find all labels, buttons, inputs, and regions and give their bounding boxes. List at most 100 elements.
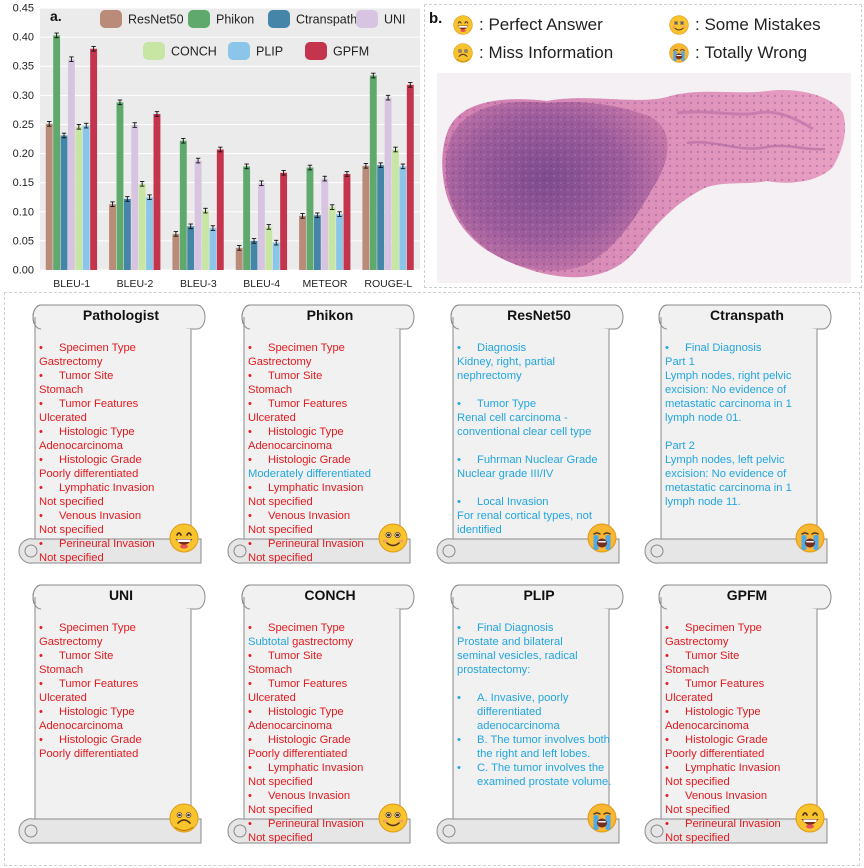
- text-line: Not specified: [39, 496, 104, 508]
- bar: [369, 75, 377, 270]
- woozy-face-icon: [669, 15, 689, 35]
- legend-swatch: [143, 42, 165, 60]
- bar: [336, 214, 343, 270]
- report-card-pathologist: Pathologist • Specimen Type Gastrectomy • Tum…: [11, 297, 207, 567]
- slide-panel: b. : Perfect Answer : Some Mistakes : Mi…: [424, 4, 862, 288]
- bar: [209, 228, 217, 270]
- legend-label: CONCH: [171, 45, 217, 59]
- bullet-item: • Tumor Features: [665, 678, 765, 690]
- text-line: Gastrectomy: [248, 356, 312, 368]
- bar: [235, 247, 243, 270]
- bullet-item: • Venous Invasion: [39, 510, 142, 522]
- card-body: • Specimen Type Gastrectomy • Tumor Site Stom…: [665, 621, 821, 845]
- bar: [202, 210, 209, 270]
- bar: [377, 165, 385, 270]
- text-line: adenocarcinoma: [477, 720, 560, 732]
- text-line: Not specified: [248, 496, 313, 508]
- y-tick-label: 0.10: [13, 206, 34, 218]
- card-title: PLIP: [523, 587, 555, 603]
- bar: [179, 140, 187, 270]
- text-line: Part 2: [665, 440, 695, 452]
- text-line: Not specified: [665, 776, 730, 788]
- bar: [313, 215, 321, 270]
- text-line: Not specified: [39, 524, 104, 536]
- bar: [53, 35, 61, 271]
- x-tick-label: BLEU-1: [53, 278, 90, 290]
- text-line: lymph node 11.: [665, 496, 741, 508]
- legend-swatch: [305, 42, 327, 60]
- legend-miss: : Miss Information: [453, 43, 613, 63]
- bullet-item: • Specimen Type: [39, 342, 136, 354]
- bullet-item: • Tumor Site: [248, 650, 323, 662]
- text-line: Adenocarcinoma: [39, 720, 123, 732]
- legend-swatch: [188, 10, 210, 28]
- bullet-item: • Final Diagnosis: [665, 342, 762, 354]
- bullet-item: • Tumor Features: [248, 678, 348, 690]
- legend-label: ResNet50: [128, 13, 184, 27]
- bullet-item: • Tumor Features: [248, 398, 348, 410]
- text-line: Stomach: [39, 664, 84, 676]
- legend-perfect-label: Perfect Answer: [488, 15, 603, 34]
- x-tick-label: BLEU-2: [117, 278, 154, 290]
- card-title: Ctranspath: [710, 307, 784, 323]
- bar: [280, 172, 288, 270]
- card-title: UNI: [108, 587, 134, 603]
- bar: [45, 123, 53, 271]
- bullet-item: • Perineural Invasion: [248, 818, 364, 830]
- y-tick-label: 0.35: [13, 61, 34, 73]
- y-tick-label: 0.30: [13, 90, 34, 102]
- y-tick-label: 0.00: [13, 265, 34, 277]
- text-line: Ulcerated: [39, 412, 87, 424]
- legend-miss-label: Miss Information: [488, 43, 614, 62]
- bar: [67, 59, 75, 271]
- crying-face-icon: [795, 523, 825, 553]
- x-tick-label: ROUGE-L: [364, 278, 412, 290]
- text-line: the right and left lobes.: [477, 748, 591, 760]
- text-line: Lymph nodes, right pelvic: [665, 370, 792, 382]
- card-body: • Specimen Type Gastrectomy • Tumor Site Stom…: [248, 341, 404, 565]
- line-gap: [457, 481, 613, 495]
- card-title: GPFM: [726, 587, 768, 603]
- grinning-face-icon: [453, 15, 473, 35]
- bullet-item: • C. The tumor involves the: [457, 762, 605, 774]
- text-line: Stomach: [248, 664, 293, 676]
- card-title: ResNet50: [507, 307, 571, 323]
- card-title: Pathologist: [82, 307, 160, 323]
- bullet-item: • Tumor Site: [665, 650, 740, 662]
- report-card-resnet50: ResNet50 • Diagnosis Kidney, right, partial…: [429, 297, 625, 567]
- bullet-item: • Tumor Site: [39, 370, 114, 382]
- text-line: Not specified: [248, 776, 313, 788]
- report-cards-panel: Pathologist • Specimen Type Gastrectomy • Tum…: [4, 292, 860, 866]
- x-tick-label: BLEU-3: [180, 278, 217, 290]
- scroll-frame: [436, 584, 624, 844]
- card-title: Phikon: [306, 307, 354, 323]
- bullet-item: • Venous Invasion: [665, 790, 768, 802]
- scroll-frame: [644, 584, 832, 844]
- y-tick-label: 0.45: [13, 3, 34, 15]
- text-line: Not specified: [665, 804, 730, 816]
- text-line: Moderately differentiated: [248, 468, 371, 480]
- bar: [265, 226, 273, 270]
- card-title: CONCH: [304, 587, 356, 603]
- bar: [116, 102, 124, 270]
- woozy-face-icon: [378, 803, 408, 833]
- card-body: • Specimen Type Gastrectomy • Tumor Site Stom…: [39, 341, 195, 565]
- card-body: • Diagnosis Kidney, right, partial nephrect…: [457, 341, 613, 537]
- bullet-item: • B. The tumor involves both: [457, 734, 610, 746]
- legend-label: UNI: [384, 13, 406, 27]
- bullet-item: • Histologic Type: [39, 426, 135, 438]
- y-tick-label: 0.25: [13, 119, 34, 131]
- bar: [187, 226, 195, 270]
- line-gap: [457, 383, 613, 397]
- text-line: Not specified: [665, 832, 730, 844]
- bar: [90, 48, 98, 270]
- report-card-conch: CONCH • Specimen Type Subtotal gastrectomy •…: [220, 577, 416, 847]
- upside-down-face-icon: [453, 43, 473, 63]
- report-card-uni: UNI • Specimen Type Gastrectomy • Tumor Site S…: [11, 577, 207, 847]
- bullet-item: • Lymphatic Invasion: [248, 762, 364, 774]
- bullet-item: • Tumor Site: [39, 650, 114, 662]
- bullet-item: • Lymphatic Invasion: [248, 482, 364, 494]
- bullet-item: • Histologic Type: [39, 706, 135, 718]
- bullet-item: • Specimen Type: [248, 342, 345, 354]
- bar-chart: 0.00 0.05 0.10 0.15 0.20 0.25 0.30 0.35 0.40 0.45…: [13, 3, 420, 290]
